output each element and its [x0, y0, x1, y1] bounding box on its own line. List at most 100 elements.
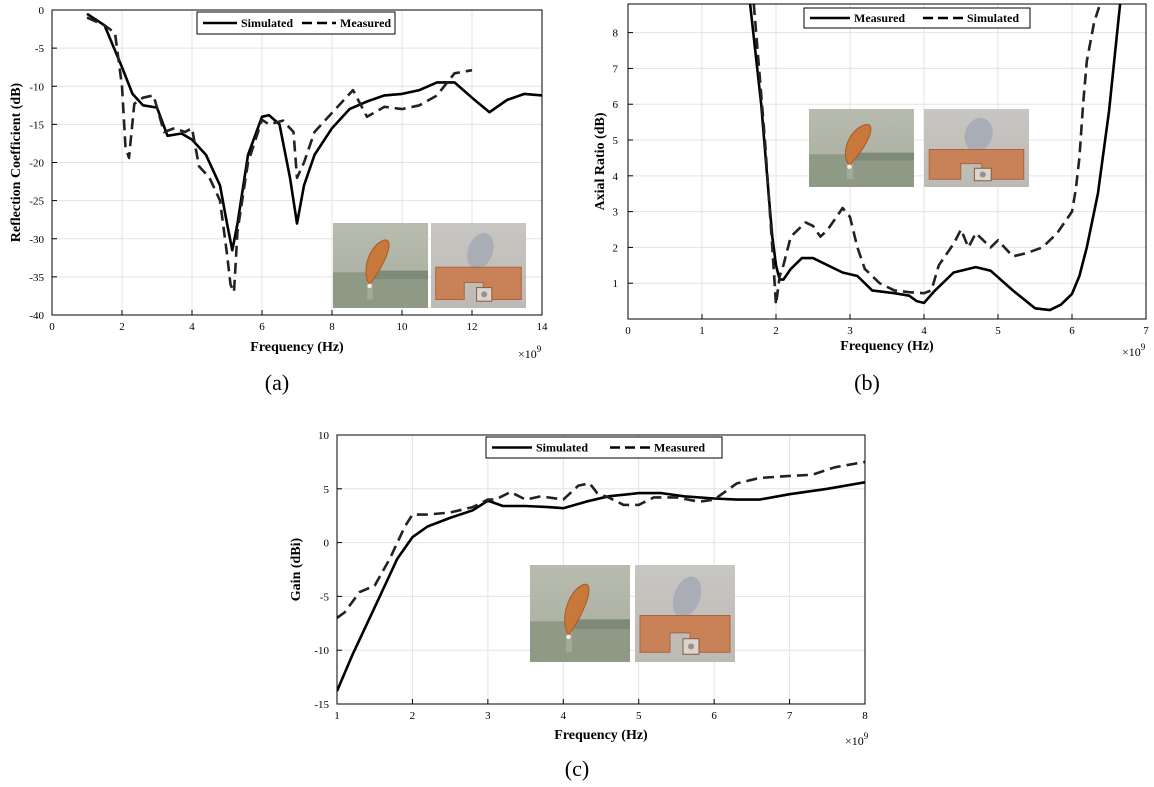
legend: Simulated Measured: [485, 436, 723, 459]
y-tick-label: -25: [29, 196, 44, 208]
connector-pin: [481, 291, 488, 298]
x-tick-label: 3: [485, 710, 491, 722]
axes-frame: [627, 3, 1147, 320]
axes-frame: [51, 9, 543, 316]
legend-label-simulated: Simulated: [967, 11, 1019, 25]
x-tick-label: 6: [259, 321, 265, 333]
subfigure-caption: (a): [265, 370, 289, 395]
series-line-simulated: [752, 4, 1102, 307]
x-tick-label: 0: [625, 325, 631, 337]
feed-point: [847, 164, 852, 169]
x-axis-label: Frequency (Hz): [840, 339, 934, 354]
chart-c: 1 2 3 4 5 6 7 8 -15 -10 -5 0 5 10 Simulated Measured Fre…: [289, 430, 869, 781]
y-tick-label: 0: [324, 538, 330, 550]
y-axis-label: Reflection Coefficient (dB): [9, 82, 24, 242]
radiating-patch: [365, 239, 390, 285]
connector-pin: [688, 643, 694, 650]
copper-ground: [435, 266, 522, 300]
antenna-photo-back: [924, 109, 1029, 187]
x-axis-label: Frequency (Hz): [554, 728, 648, 743]
y-tick-label: -15: [29, 119, 44, 131]
x-axis-multiplier: ×109: [1122, 342, 1146, 359]
y-tick-label: 5: [324, 484, 330, 496]
y-tick-label: 6: [613, 99, 619, 111]
series-line-measured: [86, 16, 473, 294]
y-tick-label: 8: [613, 28, 619, 40]
ground-step: [366, 270, 428, 280]
series-line-simulated: [86, 12, 542, 252]
y-tick-label: -30: [29, 234, 44, 246]
x-tick-label: 5: [636, 710, 642, 722]
multiplier-exponent: 9: [864, 731, 869, 741]
x-tick-label: 1: [699, 325, 705, 337]
y-axis-label: Axial Ratio (dB): [593, 112, 608, 210]
x-tick-label: 6: [711, 710, 717, 722]
subfigure-caption: (c): [565, 756, 589, 781]
multiplier-base: ×10: [845, 734, 864, 748]
copper-ground: [928, 149, 1025, 180]
chart-b: 0 1 2 3 4 5 6 7 1 2 3 4 5 6 7 8 Measured Simulated Frequen…: [593, 3, 1149, 395]
subfigure-caption: (b): [854, 370, 880, 395]
series-line-measured: [337, 460, 865, 619]
antenna-photo-front: [333, 223, 428, 308]
x-tick-label: 2: [119, 321, 125, 333]
y-tick-label: -40: [29, 310, 44, 322]
x-tick-label: 4: [921, 325, 927, 337]
x-tick-label: 8: [329, 321, 335, 333]
y-tick-label: -10: [314, 645, 329, 657]
legend: Measured Simulated: [803, 7, 1031, 29]
x-axis-label: Frequency (Hz): [250, 340, 344, 355]
multiplier-exponent: 9: [537, 344, 542, 354]
x-tick-label: 4: [189, 321, 195, 333]
x-tick-label: 8: [862, 710, 868, 722]
radiating-patch: [564, 583, 590, 636]
legend-box: [196, 11, 396, 35]
x-tick-label: 2: [410, 710, 416, 722]
x-axis-multiplier: ×109: [845, 731, 869, 748]
y-tick-label: -20: [29, 158, 44, 170]
x-tick-label: 5: [995, 325, 1001, 337]
legend-label-simulated: Simulated: [536, 441, 588, 455]
patch-shadow: [467, 232, 494, 270]
x-tick-label: 12: [467, 321, 478, 333]
multiplier-base: ×10: [518, 347, 537, 361]
x-tick-label: 1: [334, 710, 340, 722]
series-line-simulated: [337, 481, 865, 692]
y-tick-label: 7: [613, 63, 619, 75]
legend: Simulated Measured: [196, 11, 396, 35]
radiating-patch: [845, 124, 872, 166]
y-tick-label: -15: [314, 699, 329, 711]
multiplier-exponent: 9: [1141, 342, 1146, 352]
patch-shadow: [964, 117, 993, 152]
x-tick-label: 7: [1143, 325, 1149, 337]
legend-box: [485, 436, 723, 459]
legend-box: [803, 7, 1031, 29]
copper-ground: [639, 614, 731, 653]
y-tick-label: 2: [613, 242, 619, 254]
antenna-photo-back: [635, 565, 735, 662]
x-tick-label: 10: [397, 321, 409, 333]
y-tick-label: -5: [35, 43, 45, 55]
x-tick-label: 7: [787, 710, 793, 722]
feed-point: [566, 634, 571, 639]
y-tick-label: -10: [29, 81, 44, 93]
legend-label-measured: Measured: [854, 11, 905, 25]
y-tick-label: -5: [320, 591, 330, 603]
x-tick-label: 14: [537, 321, 549, 333]
y-tick-label: 4: [613, 171, 619, 183]
chart-a: 0 2 4 6 8 10 12 14 -40 -35 -30 -25 -20 -15 -10 -5 0 Simul…: [9, 5, 548, 395]
legend-label-measured: Measured: [654, 441, 705, 455]
y-tick-label: 3: [613, 207, 619, 219]
multiplier-base: ×10: [1122, 345, 1141, 359]
legend-label-measured: Measured: [340, 16, 391, 30]
legend-label-simulated: Simulated: [241, 16, 293, 30]
x-tick-label: 6: [1069, 325, 1075, 337]
feed-point: [367, 283, 372, 289]
connector-pin: [979, 171, 986, 178]
antenna-photo-back: [431, 223, 526, 308]
x-tick-label: 2: [773, 325, 779, 337]
y-tick-label: -35: [29, 272, 44, 284]
ground-step: [565, 619, 630, 630]
ground-step: [845, 152, 914, 161]
